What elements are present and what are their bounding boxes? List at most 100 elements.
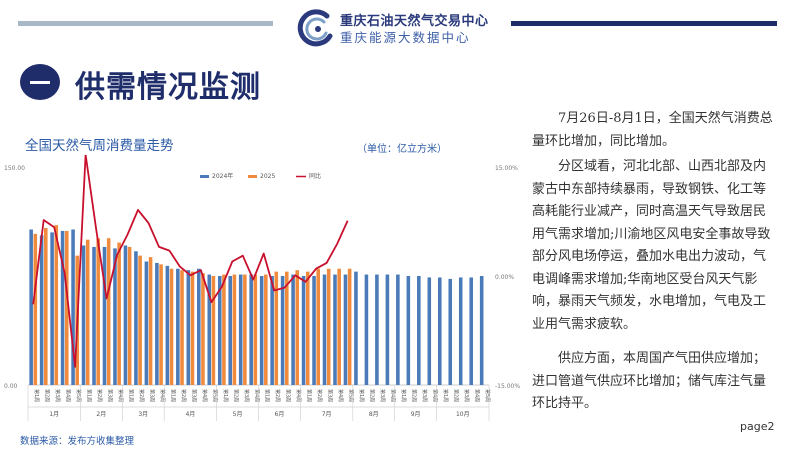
legend-label: 2024年 [212, 172, 233, 180]
week-tick-label: 第2周 [96, 389, 103, 402]
week-tick-label: 第5周 [211, 389, 218, 402]
week-tick-label: 第1周 [358, 389, 365, 402]
bar-2024 [458, 277, 463, 385]
bar-2025 [274, 271, 279, 385]
week-tick-label: 第3周 [463, 389, 470, 402]
week-tick-label: 第2周 [369, 389, 376, 402]
week-tick-label: 第2周 [180, 389, 187, 402]
week-tick-label: 第3周 [379, 389, 386, 402]
dash-circle-icon [20, 64, 60, 100]
month-label: 9月 [411, 411, 421, 418]
bar-2024 [39, 235, 44, 385]
section-title: 供需情况监测 [75, 70, 261, 105]
bar-2024 [102, 246, 107, 385]
week-tick-label: 第2周 [452, 389, 459, 402]
bar-2025 [33, 233, 38, 385]
bar-2025 [316, 268, 320, 385]
paragraph-regional: 分区域看，河北北部、山西北部及内蒙古中东部持续暴雨，导致钢铁、化工等高耗能行业减… [532, 159, 771, 332]
week-tick-label: 第4周 [65, 389, 72, 402]
month-label: 2月 [96, 411, 106, 418]
org-subtitle: 重庆能源大数据中心 [340, 30, 471, 45]
week-tick-label: 第2周 [232, 389, 239, 402]
bar-2024 [259, 276, 264, 385]
legend-swatch [200, 175, 209, 178]
week-tick-label: 第1周 [442, 389, 449, 402]
legend-swatch [248, 175, 257, 178]
bar-2024 [113, 248, 117, 385]
week-tick-label: 第3周 [107, 389, 114, 402]
week-tick-label: 第4周 [389, 389, 396, 402]
bar-2025 [169, 268, 174, 385]
week-tick-label: 第5周 [484, 389, 491, 402]
bar-2024 [343, 274, 348, 385]
bar-2025 [106, 238, 111, 385]
page-number: page2 [740, 420, 775, 433]
bar-2024 [301, 276, 306, 385]
week-tick-label: 第2周 [410, 389, 417, 402]
month-label: 8月 [369, 411, 379, 418]
month-label: 1月 [49, 411, 59, 418]
bar-2024 [437, 277, 442, 385]
bar-2025 [54, 225, 59, 385]
yoy-line [32, 155, 349, 368]
week-tick-label: 第4周 [201, 389, 208, 402]
week-tick-label: 第4周 [473, 389, 480, 402]
y-right-tick-label: -15.00% [495, 383, 520, 390]
bar-2024 [396, 274, 400, 385]
bar-2024 [448, 278, 453, 385]
week-tick-label: 第1周 [400, 389, 407, 402]
bar-2024 [270, 276, 274, 385]
chart-title: 全国天然气周消费量走势 [25, 138, 174, 154]
bar-2025 [222, 274, 226, 385]
week-tick-label: 第4周 [117, 389, 124, 402]
bar-2025 [347, 268, 352, 385]
month-label: 3月 [138, 411, 148, 418]
week-tick-label: 第1周 [86, 389, 93, 402]
week-tick-label: 第3周 [421, 389, 428, 402]
bar-2025 [85, 239, 90, 385]
week-tick-label: 第1周 [128, 389, 135, 402]
week-tick-label: 第3周 [243, 389, 250, 402]
week-tick-label: 第5周 [75, 389, 82, 402]
bar-2024 [155, 262, 159, 385]
y-left-tick-label: 150.00 [4, 165, 25, 172]
month-label: 6月 [275, 411, 285, 418]
consumption-chart: 0.00 150.00 -15.00% 0.00% 15.00% 2024年 2025 同比第… [4, 155, 520, 421]
bar-2025 [117, 242, 121, 385]
bar-2024 [322, 274, 327, 385]
bar-2025 [201, 273, 205, 385]
legend-label: 同比 [309, 172, 321, 180]
week-tick-label: 第4周 [295, 389, 302, 402]
bar-2025 [96, 238, 100, 385]
week-tick-label: 第1周 [264, 389, 271, 402]
bar-2024 [249, 274, 253, 385]
bar-2025 [284, 271, 289, 385]
bar-2025 [44, 228, 48, 385]
bar-2025 [326, 268, 331, 385]
bar-2025 [159, 264, 163, 385]
week-tick-label: 第1周 [222, 389, 229, 402]
bar-2024 [406, 276, 411, 385]
y-left-tick-label: 0.00 [4, 383, 18, 390]
bar-2024 [312, 276, 316, 385]
bar-2025 [305, 271, 310, 385]
bar-2025 [337, 268, 341, 385]
bar-2024 [385, 274, 390, 385]
week-tick-label: 第1周 [33, 389, 40, 402]
paragraph-summary: 7月26日-8月1日，全国天然气消费总量环比增加，同比增加。 [532, 111, 773, 149]
week-tick-label: 第4周 [431, 389, 438, 402]
bar-2024 [50, 232, 54, 385]
bar-2024 [354, 271, 358, 385]
bar-2024 [123, 245, 128, 385]
week-tick-label: 第3周 [148, 389, 155, 402]
bar-2025 [253, 274, 258, 385]
legend-label: 2025 [260, 173, 275, 180]
y-right-tick-label: 15.00% [495, 165, 518, 172]
bar-2024 [186, 270, 191, 385]
bar-2025 [211, 276, 216, 385]
bar-2024 [92, 246, 96, 385]
paragraph-supply: 供应方面，本周国产气田供应增加；进口管道气供应环比增加；储气库注气量环比持平。 [532, 351, 767, 411]
bar-2024 [217, 276, 222, 385]
header-divider-right [511, 21, 777, 26]
bar-2024 [176, 268, 180, 385]
